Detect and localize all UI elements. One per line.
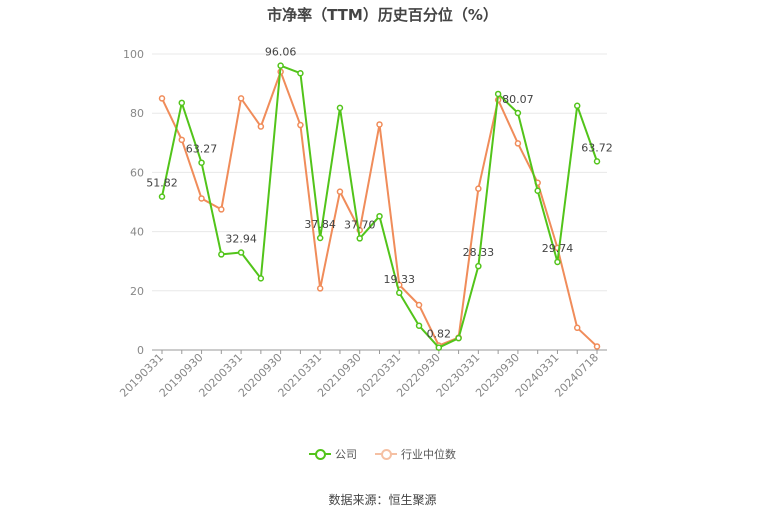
data-point-1: [198, 195, 205, 202]
data-point-0: [534, 187, 541, 195]
data-label: 51.82: [146, 177, 178, 190]
data-label: 37.84: [304, 218, 336, 231]
data-source-note: 数据来源：恒生聚源: [328, 493, 437, 507]
data-point-0: [593, 158, 601, 165]
data-label: 29.74: [542, 242, 574, 255]
chart-title: 市净率（TTM）历史百分位（%）: [267, 6, 498, 24]
legend-label-company: 公司: [335, 448, 357, 461]
y-tick-label: 60: [130, 166, 144, 179]
data-point-0: [554, 258, 561, 266]
data-point-1: [475, 185, 482, 192]
data-label: 63.27: [186, 143, 218, 156]
data-point-1: [336, 188, 344, 195]
data-point-0: [178, 99, 186, 107]
data-point-0: [336, 104, 344, 112]
data-point-0: [376, 212, 383, 220]
data-point-1: [297, 121, 304, 129]
data-label: 32.94: [225, 232, 257, 245]
data-point-0: [475, 262, 482, 270]
data-point-1: [316, 285, 324, 292]
data-label: 80.07: [502, 93, 534, 106]
data-point-0: [396, 289, 403, 297]
data-point-0: [514, 109, 522, 117]
data-point-1: [178, 136, 186, 144]
data-label: 37.70: [344, 218, 376, 231]
data-point-0: [415, 322, 423, 329]
y-tick-label: 20: [130, 285, 144, 298]
data-point-0: [218, 251, 225, 258]
y-tick-label: 100: [123, 48, 144, 61]
data-point-0: [356, 235, 363, 242]
chart-legend: 公司 行业中位数: [0, 446, 765, 462]
data-label: 0.82: [427, 328, 452, 341]
series-line-0: [161, 64, 598, 349]
legend-label-industry-median: 行业中位数: [401, 448, 456, 461]
data-point-1: [257, 123, 265, 130]
data-point-0: [158, 193, 166, 200]
line-chart: 0204060801002019033120190930202003312020…: [117, 46, 613, 400]
legend-swatch-company: [309, 448, 331, 460]
data-point-0: [435, 344, 443, 351]
legend-swatch-industry-median: [375, 448, 397, 460]
y-tick-label: 80: [130, 107, 144, 120]
data-point-0: [494, 90, 502, 98]
legend-item-industry-median[interactable]: 行业中位数: [375, 446, 456, 462]
data-point-0: [455, 334, 462, 342]
data-point-1: [376, 121, 383, 128]
data-point-1: [158, 95, 166, 102]
data-point-1: [573, 324, 581, 332]
y-tick-label: 40: [130, 226, 144, 239]
data-point-0: [573, 102, 581, 110]
data-point-0: [277, 62, 284, 69]
data-point-1: [218, 206, 225, 213]
data-label: 28.33: [463, 246, 495, 259]
y-tick-label: 0: [137, 344, 144, 357]
data-point-0: [297, 69, 304, 77]
data-point-0: [316, 234, 324, 242]
data-point-1: [514, 140, 522, 147]
data-label: 19.33: [384, 273, 416, 286]
data-point-0: [237, 249, 245, 256]
legend-item-company[interactable]: 公司: [309, 446, 357, 462]
data-point-1: [415, 301, 423, 309]
data-point-1: [593, 343, 601, 350]
data-label: 63.72: [581, 141, 613, 154]
data-point-0: [198, 159, 205, 166]
data-point-0: [257, 275, 265, 282]
data-label: 96.06: [265, 46, 297, 59]
data-point-1: [237, 95, 245, 102]
